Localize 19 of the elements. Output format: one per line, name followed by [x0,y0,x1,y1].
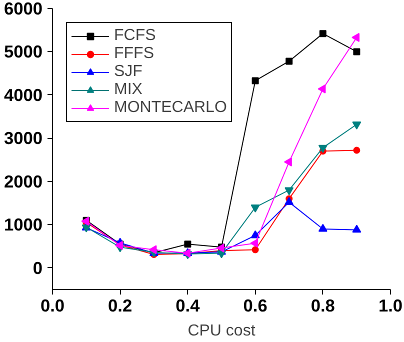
x-axis-title: CPU cost [188,322,256,340]
x-tick-label: 0.2 [108,296,132,316]
y-tick-label: 5000 [4,42,43,62]
legend-label: MIX [114,81,142,99]
legend-label: FFFS [114,45,154,63]
y-tick-label: 4000 [4,84,43,105]
legend-label: MONTECARLO [114,99,227,117]
legend-label: FCFS [114,27,156,45]
y-tick-label: 0 [32,258,43,278]
y-tick-label: 1000 [4,214,43,235]
x-tick-label: 0.0 [40,296,65,316]
y-tick-label: 2000 [4,171,43,192]
x-tick-label: 0.8 [310,296,336,316]
legend-label: SJF [114,63,142,81]
x-tick-label: 0.4 [176,296,200,316]
y-tick-label: 3000 [4,128,43,148]
x-tick-label: 0.6 [243,296,268,316]
x-tick-label: 1.0 [378,296,403,316]
y-tick-label: 6000 [4,0,43,18]
